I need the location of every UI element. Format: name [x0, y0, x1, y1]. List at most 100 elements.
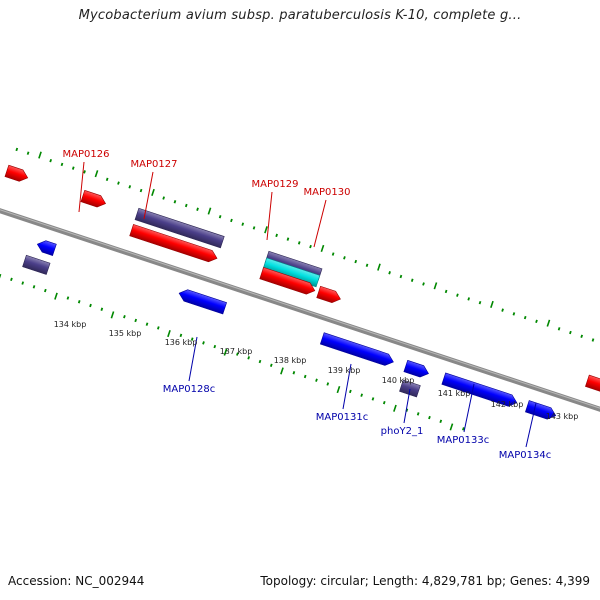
forward-gene-arrow — [129, 223, 218, 263]
outer-tick — [83, 170, 86, 174]
label-leader-layer — [78, 161, 537, 448]
outer-tick — [309, 244, 312, 249]
genome-summary-text: Topology: circular; Length: 4,829,781 bp… — [260, 574, 590, 588]
inner-tick — [371, 397, 375, 401]
outer-tick — [162, 196, 165, 200]
reverse-gene-arrow — [403, 359, 429, 378]
reverse-gene-arrow-shape — [441, 372, 518, 407]
scale-label: 140 kbp — [382, 376, 415, 385]
outer-tick — [478, 300, 482, 305]
outer-tick — [433, 282, 438, 290]
scale-label: 136 kbp — [165, 338, 198, 347]
feature-box-shape — [134, 207, 225, 249]
outer-tick — [377, 263, 381, 271]
inner-tick — [77, 300, 81, 304]
reverse-gene-label: MAP0133c — [437, 435, 489, 446]
inner-tick — [44, 288, 47, 293]
inner-tick — [202, 341, 205, 345]
inner-tick — [32, 285, 36, 289]
inner-tick — [213, 344, 217, 349]
leader-line — [188, 336, 198, 382]
outer-tick — [49, 158, 53, 163]
inner-tick — [303, 374, 307, 379]
inner-tick-ring — [0, 273, 465, 431]
forward-gene-label: MAP0126 — [63, 149, 110, 160]
outer-tick — [490, 300, 494, 309]
inner-tick — [315, 378, 318, 382]
outer-tick — [117, 181, 120, 185]
outer-tick — [535, 319, 538, 324]
reverse-gene-arrow — [441, 372, 518, 407]
inner-tick — [10, 277, 13, 282]
outer-tick — [501, 308, 504, 312]
feature-box-shape — [399, 379, 421, 398]
outer-tick — [71, 166, 75, 170]
scale-label: 134 kbp — [54, 320, 87, 329]
outer-tick — [218, 215, 222, 219]
forward-gene-arrow-shape — [80, 189, 107, 208]
scale-label: 138 kbp — [274, 356, 307, 365]
inner-tick — [89, 303, 92, 308]
outer-tick — [26, 151, 30, 155]
reverse-gene-arrow-shape — [36, 240, 57, 256]
outer-tick — [128, 185, 132, 189]
inner-tick — [156, 326, 160, 330]
scale-label: 141 kbp — [438, 389, 471, 398]
inner-tick — [0, 273, 2, 279]
reverse-gene-arrow-shape — [403, 359, 429, 378]
outer-tick — [184, 203, 188, 208]
feature-box — [134, 207, 225, 249]
outer-tick — [151, 188, 155, 196]
inner-tick — [449, 423, 454, 431]
forward-gene-arrow — [316, 285, 341, 303]
inner-tick — [21, 281, 25, 285]
outer-tick — [410, 278, 414, 282]
inner-tick — [439, 419, 443, 424]
outer-tick — [320, 244, 325, 253]
forward-gene-arrow-shape — [316, 285, 341, 303]
outer-tick — [173, 200, 177, 204]
outer-tick — [38, 151, 42, 159]
inner-tick — [190, 337, 194, 341]
forward-gene-arrow — [585, 374, 600, 396]
forward-gene-label: MAP0130 — [304, 187, 351, 198]
outer-tick — [399, 274, 403, 279]
inner-tick — [280, 367, 284, 375]
outer-tick-ring — [15, 147, 595, 342]
inner-tick — [258, 359, 262, 364]
feature-layer — [4, 164, 600, 420]
reverse-gene-arrow — [525, 400, 557, 420]
reverse-gene-label: MAP0134c — [499, 450, 551, 461]
inner-tick — [349, 389, 352, 394]
outer-tick — [241, 222, 245, 226]
outer-tick — [444, 289, 448, 294]
backbone-line — [0, 208, 600, 412]
forward-gene-arrow-shape — [4, 164, 29, 182]
forward-gene-arrow-shape — [129, 223, 218, 263]
leader-line — [313, 199, 327, 248]
outer-tick — [365, 263, 369, 267]
outer-tick — [591, 338, 595, 342]
reverse-gene-label: phoY2_1 — [381, 426, 424, 437]
inner-tick — [110, 311, 115, 319]
outer-tick — [388, 271, 391, 275]
reverse-gene-arrow — [36, 240, 57, 256]
inner-tick — [236, 352, 239, 356]
inner-tick — [167, 329, 171, 338]
forward-gene-label: MAP0127 — [131, 159, 178, 170]
outer-tick — [580, 334, 584, 338]
outer-tick — [207, 207, 212, 215]
reverse-gene-arrow-shape — [178, 289, 227, 315]
outer-tick — [275, 233, 278, 238]
inner-tick — [326, 382, 330, 386]
inner-tick — [428, 415, 431, 420]
inner-tick — [145, 322, 149, 326]
forward-gene-arrow-shape — [259, 267, 316, 295]
outer-tick — [343, 256, 346, 260]
inner-tick — [393, 404, 397, 412]
outer-tick — [331, 252, 335, 256]
reverse-gene-arrow-shape — [319, 332, 394, 366]
backbone-layer — [0, 208, 600, 412]
scale-label: 137 kbp — [220, 347, 253, 356]
